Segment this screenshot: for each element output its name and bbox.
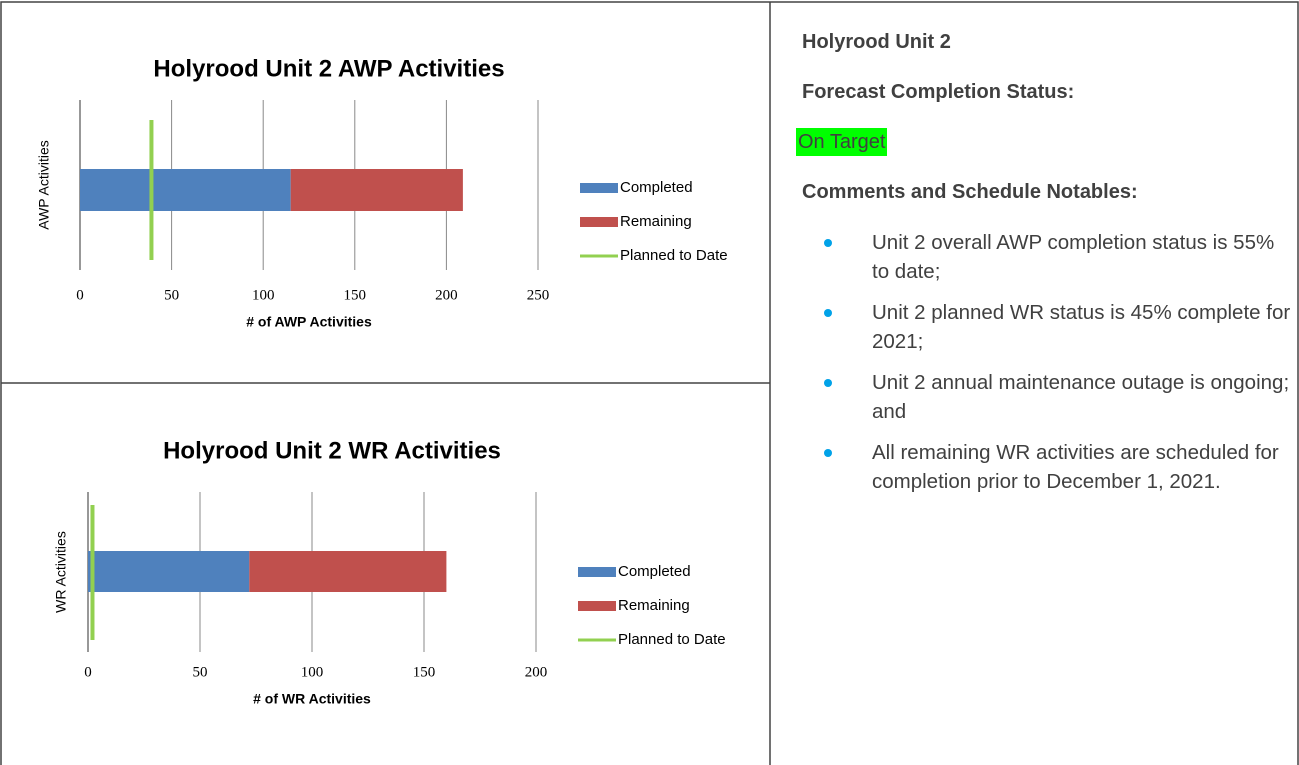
legend-label: Remaining xyxy=(620,213,692,230)
legend-swatch xyxy=(578,567,616,577)
comments-label: Comments and Schedule Notables: xyxy=(802,181,1138,203)
bullet: Unit 2 overall AWP completion status is … xyxy=(786,228,1291,286)
legend-label: Planned to Date xyxy=(620,247,728,264)
x-tick-label: 0 xyxy=(76,287,84,303)
legend-label: Completed xyxy=(618,563,691,580)
y-axis-title: WR Activities xyxy=(53,531,69,613)
legend-label: Planned to Date xyxy=(618,631,726,648)
chart-title: Holyrood Unit 2 WR Activities xyxy=(163,437,501,464)
x-axis-title: # of AWP Activities xyxy=(246,314,372,330)
x-tick-label: 150 xyxy=(413,664,436,680)
bullet-list: Unit 2 overall AWP completion status is … xyxy=(786,228,1291,496)
legend-swatch xyxy=(578,601,616,611)
x-tick-label: 0 xyxy=(84,664,92,680)
status: On Target xyxy=(796,128,888,156)
y-axis-title: AWP Activities xyxy=(36,140,52,229)
x-tick-label: 200 xyxy=(435,287,458,303)
x-tick-label: 50 xyxy=(193,664,208,680)
status-label: Forecast Completion Status: xyxy=(802,81,1075,103)
bullet: All remaining WR activities are schedule… xyxy=(786,438,1291,496)
x-tick-label: 50 xyxy=(164,287,179,303)
chart-title: Holyrood Unit 2 AWP Activities xyxy=(153,55,504,82)
x-tick-label: 100 xyxy=(301,664,324,680)
bullet: Unit 2 annual maintenance outage is ongo… xyxy=(786,368,1291,426)
legend-swatch xyxy=(580,183,618,193)
legend-swatch xyxy=(580,217,618,227)
bullet: Unit 2 planned WR status is 45% complete… xyxy=(786,298,1291,356)
legend-label: Remaining xyxy=(618,597,690,614)
x-tick-label: 250 xyxy=(527,287,550,303)
x-tick-label: 100 xyxy=(252,287,275,303)
heading: Holyrood Unit 2 xyxy=(802,31,951,53)
x-tick-label: 200 xyxy=(525,664,548,680)
status-panel: Holyrood Unit 2 Forecast Completion Stat… xyxy=(786,28,1291,508)
bar-segment xyxy=(80,169,291,211)
legend-label: Completed xyxy=(620,179,693,196)
x-tick-label: 150 xyxy=(344,287,367,303)
bar-segment xyxy=(249,551,447,592)
bar-segment xyxy=(290,169,463,211)
x-axis-title: # of WR Activities xyxy=(253,691,371,707)
bar-segment xyxy=(88,551,250,592)
